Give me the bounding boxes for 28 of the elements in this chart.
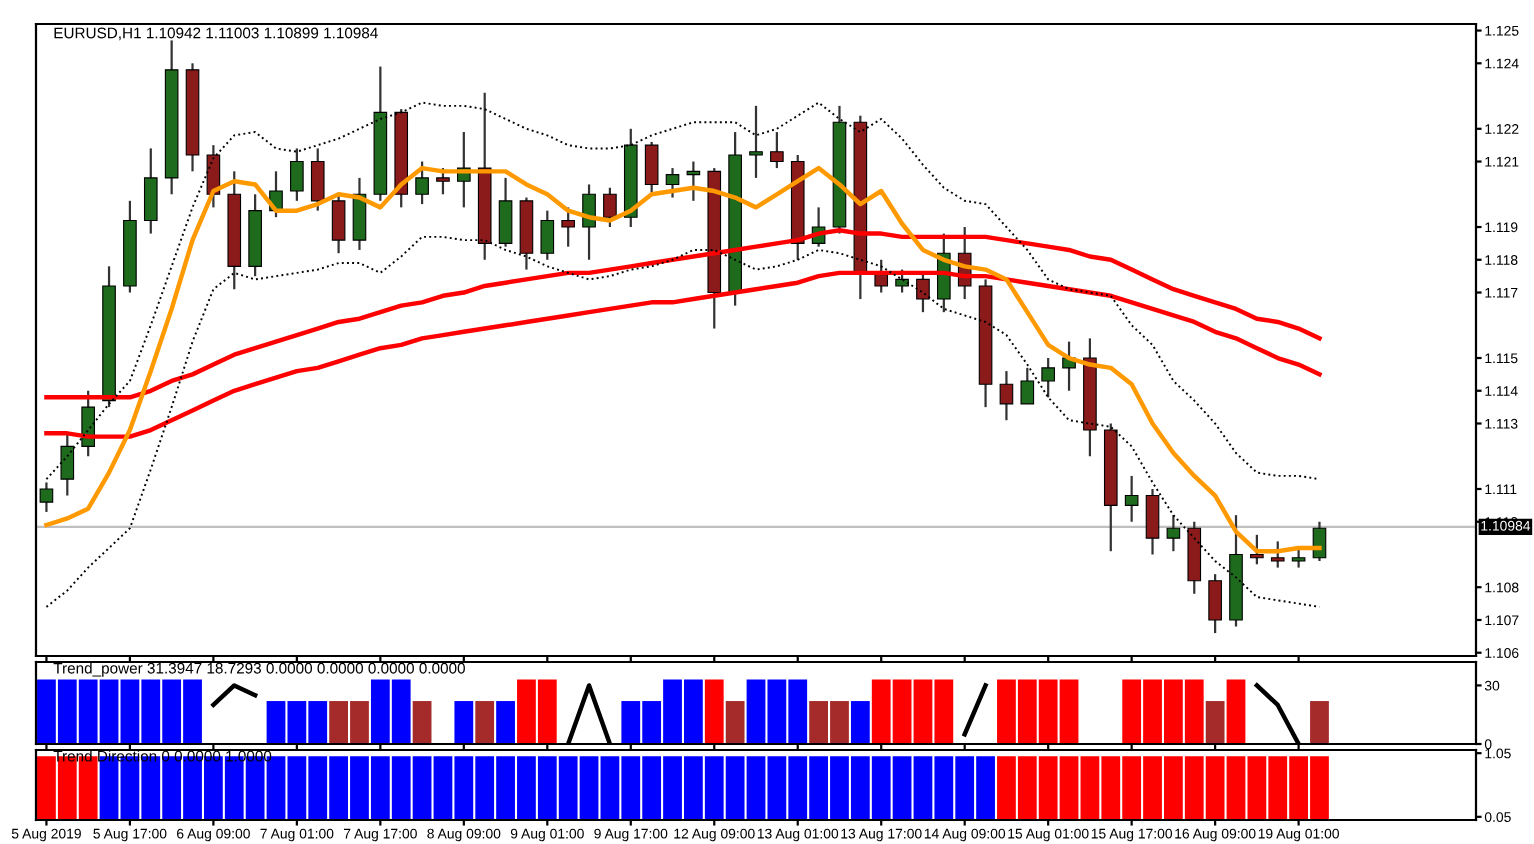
candlestick (436, 166, 450, 196)
candlestick (206, 144, 221, 209)
candlestick (644, 140, 659, 196)
candlestick (561, 206, 575, 248)
candlestick (540, 209, 555, 261)
candlestick (143, 147, 158, 235)
candlestick (1291, 546, 1306, 569)
candlestick (665, 166, 680, 199)
candlestick (1208, 573, 1222, 635)
candlestick (415, 160, 429, 206)
candlestick (290, 147, 304, 202)
candlestick (1020, 366, 1035, 405)
candlestick (1270, 540, 1285, 569)
candlestick (916, 271, 930, 314)
candlestick (331, 193, 346, 255)
candlestick (310, 147, 325, 212)
line-series (45, 101, 1321, 481)
candlestick (686, 160, 701, 202)
candlestick (999, 370, 1014, 422)
candlestick (1041, 356, 1055, 399)
line-series (44, 228, 1322, 400)
candlestick (770, 130, 784, 170)
candlestick (895, 268, 909, 294)
candlestick (603, 186, 617, 229)
candlestick (1250, 533, 1264, 566)
candlestick (1145, 487, 1160, 556)
candlestick (1166, 514, 1181, 553)
candlestick (1124, 474, 1139, 523)
